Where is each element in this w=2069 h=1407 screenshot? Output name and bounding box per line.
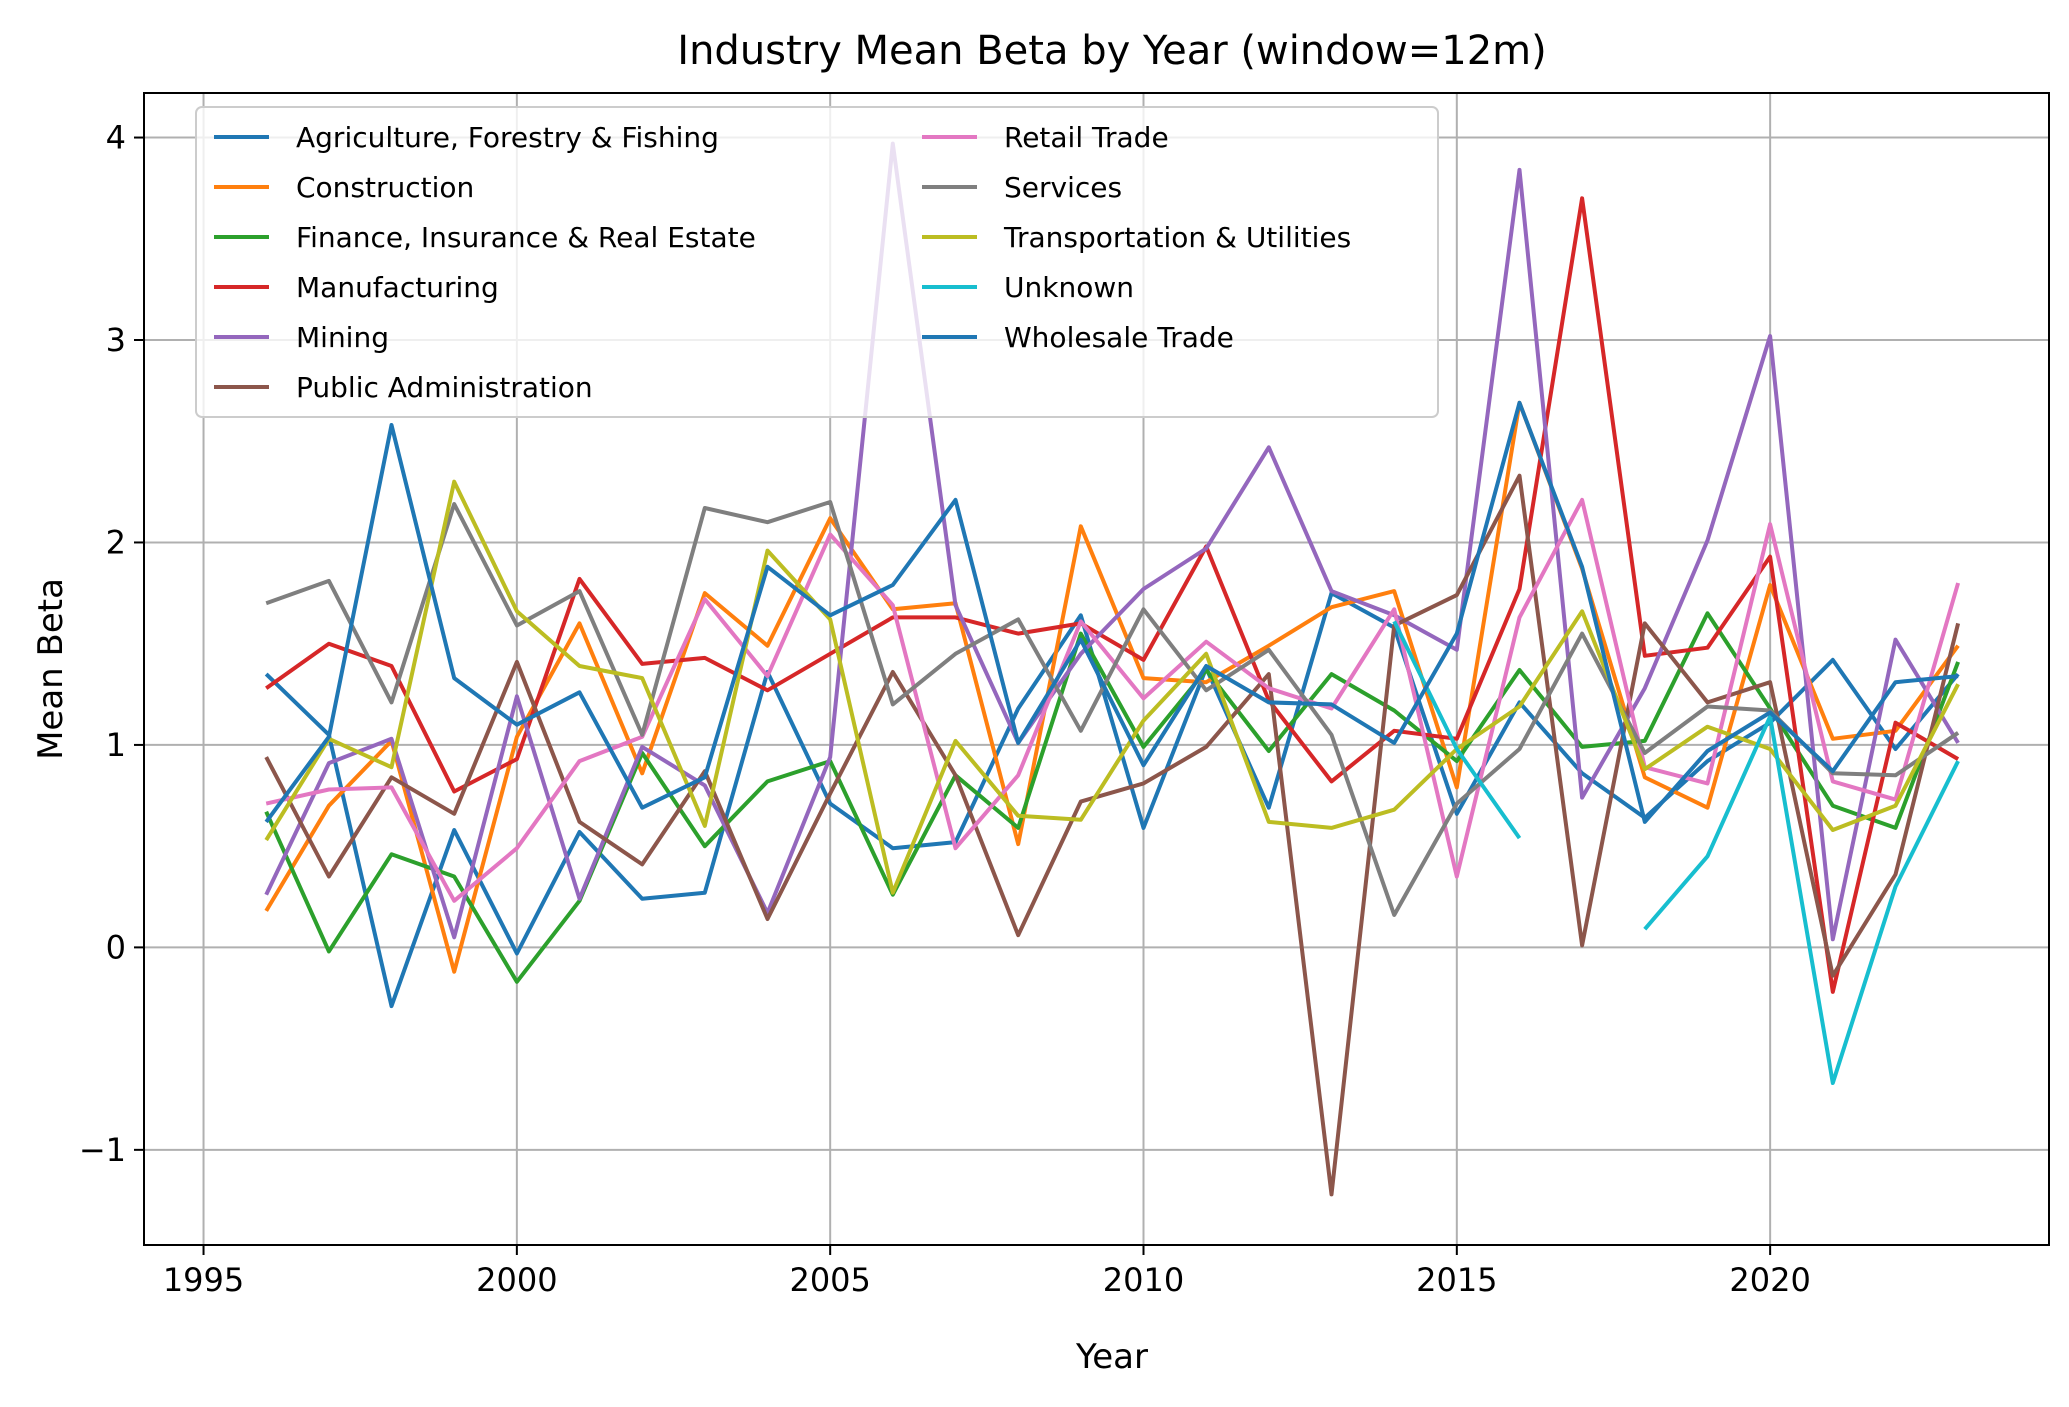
- series-line-construction: [264, 400, 1960, 974]
- x-tick-label: 2005: [789, 1261, 870, 1299]
- y-axis: −1 0 1 2 3 4: [79, 119, 144, 1169]
- series-layer: [264, 141, 1961, 1197]
- legend-label: Wholesale Trade: [1004, 321, 1234, 354]
- legend-item: Agriculture, Forestry & Fishing: [214, 121, 719, 154]
- series-manufacturing: [265, 196, 1960, 994]
- series-wholesale-trade: [264, 400, 1959, 824]
- series-line-services: [265, 500, 1960, 917]
- x-axis: 1995 2000 2005 2010 2015 2020: [163, 1245, 1811, 1299]
- x-tick-label: 1995: [163, 1261, 244, 1299]
- legend-item: Public Administration: [214, 371, 593, 404]
- legend-item: Construction: [214, 171, 474, 204]
- y-tick-label: 4: [106, 119, 126, 157]
- legend-item: Retail Trade: [922, 121, 1169, 154]
- series-construction: [264, 400, 1960, 974]
- series-line-retail-trade: [265, 497, 1961, 903]
- y-tick-label: 2: [106, 523, 126, 561]
- legend-item: Transportation & Utilities: [922, 221, 1351, 254]
- legend-item: Manufacturing: [214, 271, 499, 304]
- legend-item: Wholesale Trade: [922, 321, 1234, 354]
- y-axis-label: Mean Beta: [31, 578, 71, 760]
- x-tick-label: 2020: [1729, 1261, 1810, 1299]
- series-line-unknown: [1392, 620, 1960, 1085]
- legend-label: Construction: [296, 171, 474, 204]
- legend-label: Manufacturing: [296, 271, 499, 304]
- legend-box: [195, 106, 1439, 418]
- series-unknown: [1392, 620, 1960, 1085]
- legend-label: Finance, Insurance & Real Estate: [296, 221, 756, 254]
- legend-label: Unknown: [1004, 271, 1134, 304]
- series-line-manufacturing: [265, 196, 1960, 994]
- series-line-mining: [264, 141, 1960, 942]
- legend-label: Public Administration: [296, 371, 593, 404]
- legend-label: Mining: [296, 321, 389, 354]
- series-line-public-administration: [264, 473, 1961, 1197]
- series-finance-insurance-real-estate: [264, 611, 1960, 984]
- plot-frame: [143, 92, 2050, 1246]
- legend-item: Services: [922, 171, 1122, 204]
- legend: Agriculture, Forestry & Fishing Construct…: [195, 106, 1439, 418]
- legend-label: Services: [1004, 171, 1122, 204]
- legend-item: Unknown: [922, 271, 1134, 304]
- x-tick-label: 2015: [1416, 1261, 1497, 1299]
- series-services: [265, 500, 1960, 917]
- legend-item: Finance, Insurance & Real Estate: [214, 221, 756, 254]
- chart-title: Industry Mean Beta by Year (window=12m): [677, 28, 1546, 74]
- x-tick-label: 2000: [476, 1261, 557, 1299]
- legend-label: Transportation & Utilities: [1003, 221, 1351, 254]
- series-transportation-utilities: [264, 479, 1960, 895]
- series-line-transportation-utilities: [264, 479, 1960, 895]
- y-tick-label: 1: [106, 726, 126, 764]
- series-mining: [264, 141, 1960, 942]
- series-public-administration: [264, 473, 1961, 1197]
- x-axis-label: Year: [1075, 1337, 1148, 1377]
- legend-label: Agriculture, Forestry & Fishing: [296, 121, 719, 154]
- series-retail-trade: [265, 497, 1961, 903]
- y-tick-label: 0: [106, 928, 126, 966]
- y-tick-label: 3: [106, 321, 126, 359]
- series-line-wholesale-trade: [264, 400, 1959, 824]
- legend-item: Mining: [214, 321, 389, 354]
- x-tick-label: 2010: [1103, 1261, 1184, 1299]
- series-line-finance-insurance-real-estate: [264, 611, 1960, 984]
- y-tick-label: −1: [79, 1131, 126, 1169]
- legend-label: Retail Trade: [1004, 121, 1169, 154]
